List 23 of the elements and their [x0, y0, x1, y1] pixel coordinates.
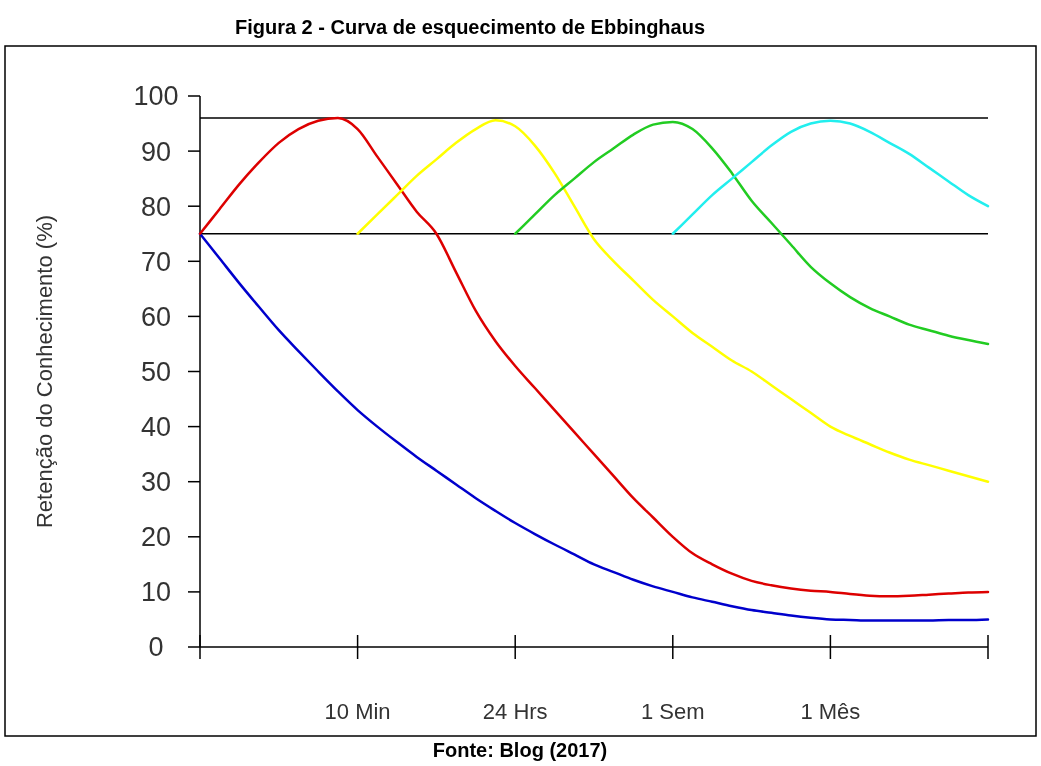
y-tick-label: 80 [140, 191, 172, 222]
y-tick-label: 50 [140, 356, 172, 387]
line-series [198, 232, 990, 622]
y-tick-label: 30 [140, 467, 172, 498]
x-tick-label: 10 Min [324, 699, 391, 724]
y-tick-label: 10 [140, 577, 172, 608]
line-series [513, 120, 990, 346]
line-series [671, 119, 990, 235]
y-tick-label: 0 [148, 632, 164, 663]
x-tick-label: 24 Hrs [482, 699, 548, 724]
x-tick-label: 1 Sem [641, 699, 705, 724]
x-tick-label: 1 Mês [800, 699, 861, 724]
y-tick-label: 90 [140, 136, 172, 167]
y-axis-title: Retenção do Conhecimento (%) [32, 214, 57, 529]
y-tick-label: 70 [140, 246, 172, 277]
y-tick-label: 40 [140, 412, 172, 443]
y-tick-label: 100 [133, 81, 179, 112]
line-series [356, 118, 990, 483]
y-tick-label: 20 [140, 522, 172, 553]
chart-title: Figura 2 - Curva de esquecimento de Ebbinghaus [234, 16, 706, 38]
line-series [198, 116, 990, 598]
source-note: Fonte: Blog (2017) [432, 739, 608, 761]
y-tick-label: 60 [140, 301, 172, 332]
